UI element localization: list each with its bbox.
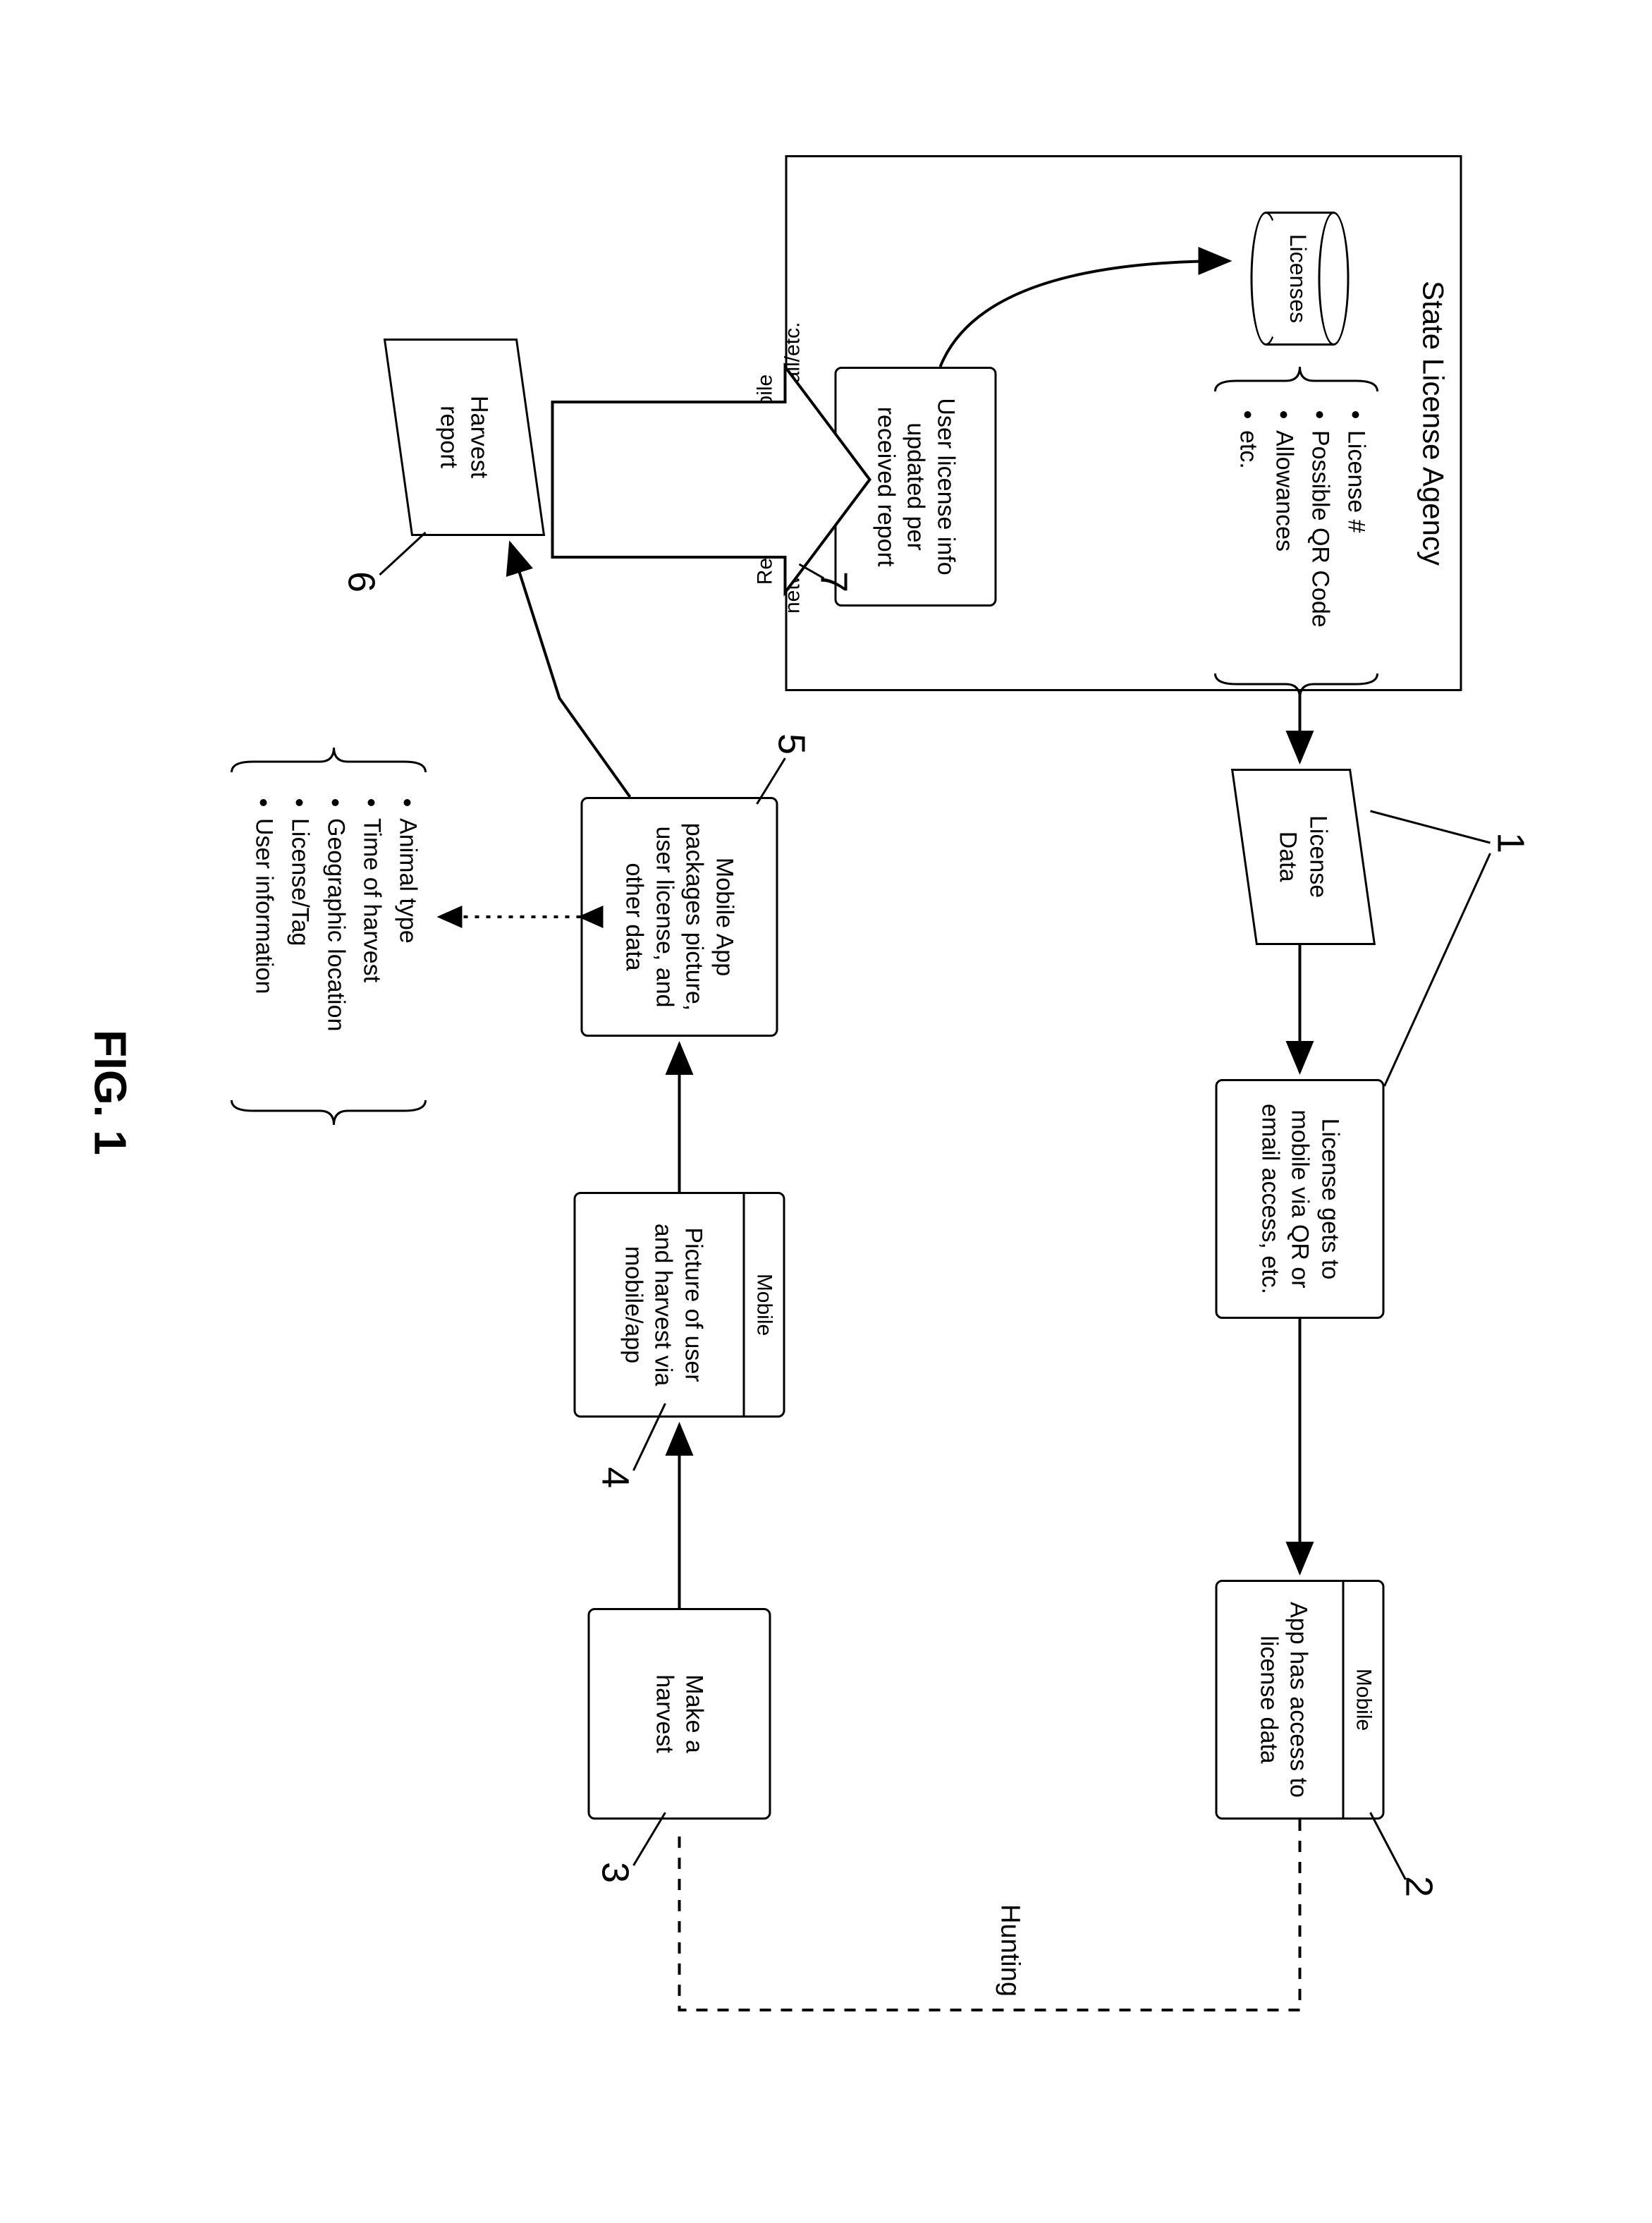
report-sent-label: Report sent via mobile network/internet/… [751,346,806,614]
package-detail-item: Animal type [389,818,425,1121]
hunting-label: Hunting [994,1904,1024,1997]
figure-label: FIG. 1 [84,1030,136,1155]
picture-box: Mobile Picture of user and harvest via m… [573,1192,785,1418]
license-data-node: License Data [1230,769,1375,945]
update-box: User license info updated per received r… [834,367,996,607]
mobile-title-2: Mobile [743,1194,783,1415]
callout-5: 5 [769,733,813,755]
callout-7: 7 [812,571,855,592]
package-details-list: Animal type Time of harvest Geographic l… [245,783,425,1121]
callout-2: 2 [1397,1876,1440,1897]
app-access-label: App has access to license data [1254,1593,1314,1806]
agency-title: State License Agency [1416,157,1450,689]
make-harvest-box: Make a harvest [587,1608,771,1820]
make-harvest-label: Make a harvest [649,1674,709,1753]
package-detail-item: User information [245,818,281,1121]
app-access-box: Mobile App has access to license data [1215,1580,1384,1820]
license-detail-item: Possible QR Code [1302,430,1338,677]
packages-box: Mobile App packages picture, user licens… [580,797,778,1037]
licenses-db-label: Licenses [1285,212,1311,346]
license-detail-item: Allowances [1266,430,1302,677]
license-detail-item: etc. [1230,430,1266,677]
license-gets-label: License gets to mobile via QR or email a… [1254,1092,1345,1305]
callout-3: 3 [593,1862,637,1883]
callout-4: 4 [593,1467,637,1488]
picture-label: Picture of user and harvest via mobile/a… [618,1205,708,1404]
packages-label: Mobile App packages picture, user licens… [619,810,739,1023]
package-detail-item: Geographic location [317,818,353,1121]
callout-6: 6 [339,571,383,592]
update-box-label: User license info updated per received r… [870,380,960,593]
harvest-report-label: Harvest report [434,396,494,478]
package-detail-item: Time of harvest [353,818,389,1121]
harvest-report-node: Harvest report [383,339,544,536]
license-data-label: License Data [1273,815,1333,898]
licenses-db-icon: Licenses [1250,212,1349,346]
license-gets-box: License gets to mobile via QR or email a… [1215,1079,1384,1319]
package-detail-item: License/Tag [281,818,317,1121]
diagram-canvas: State License Agency Licenses License # … [0,0,1652,2223]
mobile-title-1: Mobile [1342,1582,1383,1817]
license-detail-item: License # [1338,430,1373,677]
callout-1: 1 [1488,832,1532,853]
license-details-list: License # Possible QR Code Allowances et… [1230,395,1373,677]
